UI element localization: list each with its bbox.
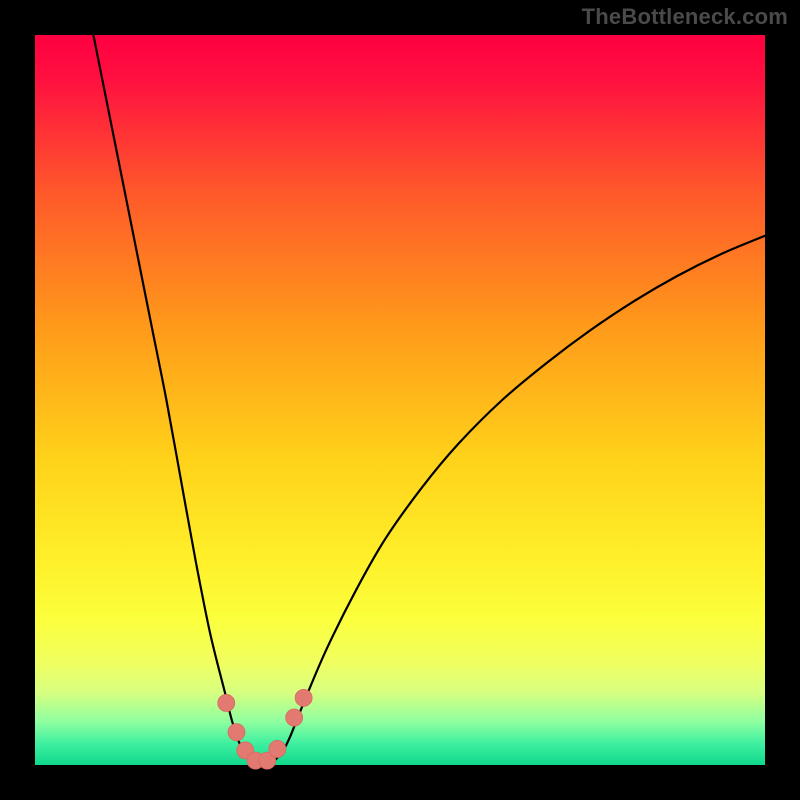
bottleneck-chart xyxy=(0,0,800,800)
data-marker xyxy=(228,724,245,741)
data-marker xyxy=(218,694,235,711)
data-marker xyxy=(286,709,303,726)
data-marker xyxy=(269,740,286,757)
data-marker xyxy=(295,689,312,706)
chart-container: TheBottleneck.com xyxy=(0,0,800,800)
watermark-text: TheBottleneck.com xyxy=(582,4,788,30)
